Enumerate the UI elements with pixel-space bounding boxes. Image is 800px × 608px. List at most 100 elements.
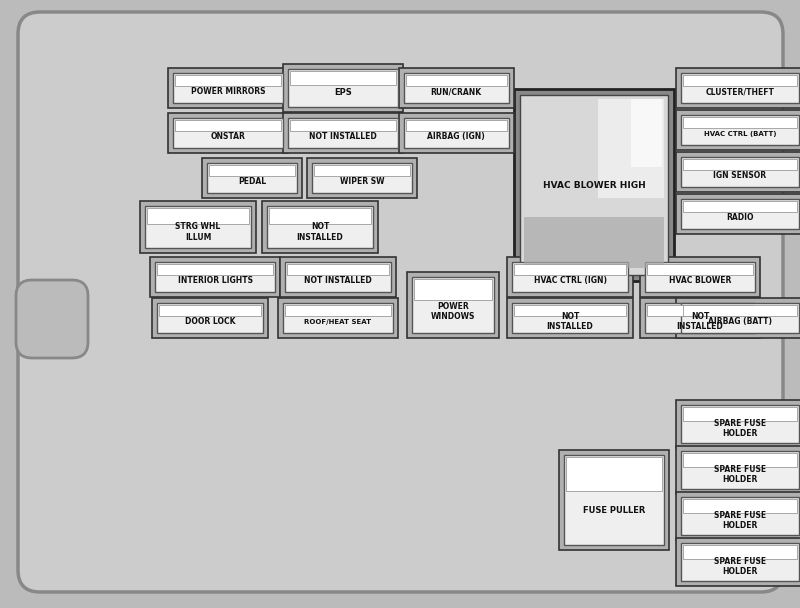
Text: INTERIOR LIGHTS: INTERIOR LIGHTS [178,276,253,285]
Bar [676,492,800,540]
Bar [645,303,755,333]
Bar [157,303,263,333]
Bar [406,75,506,86]
Bar [512,262,628,292]
Bar [676,298,800,338]
Bar [520,95,668,275]
Bar [681,497,799,535]
Text: CLUSTER/THEFT: CLUSTER/THEFT [706,87,774,96]
Text: AIRBAG (BATT): AIRBAG (BATT) [708,317,772,326]
Text: NOT
INSTALLED: NOT INSTALLED [297,223,343,242]
Bar [676,194,800,234]
Bar [290,71,396,86]
Text: WIPER SW: WIPER SW [340,177,384,186]
Bar [207,163,297,193]
Bar [403,118,509,148]
Bar [640,298,760,338]
Bar [168,113,288,153]
Bar [512,303,628,333]
Bar [267,206,373,248]
Bar [283,303,393,333]
Text: HVAC CTRL (IGN): HVAC CTRL (IGN) [534,276,606,285]
Text: HVAC CTRL (BATT): HVAC CTRL (BATT) [704,131,776,137]
Bar [175,120,281,131]
FancyBboxPatch shape [16,280,88,358]
Bar [152,298,268,338]
Bar [173,118,283,148]
Bar [155,262,275,292]
Bar [307,158,417,198]
Bar [681,199,799,229]
Bar [262,201,378,253]
Bar [647,305,753,316]
Bar [280,257,396,297]
Bar [145,206,251,248]
Bar [676,400,800,448]
Bar [514,89,674,281]
Bar [524,218,664,268]
Bar [147,208,249,224]
Text: POWER
WINDOWS: POWER WINDOWS [431,302,475,322]
Bar [681,73,799,103]
Bar [173,73,283,103]
Bar [159,305,261,316]
Text: NOT INSTALLED: NOT INSTALLED [309,132,377,141]
Bar [406,120,506,131]
Text: PEDAL: PEDAL [238,177,266,186]
Bar [514,264,626,275]
Bar [676,446,800,494]
Bar [681,157,799,187]
Bar [683,545,797,559]
Bar [681,303,799,333]
Bar [676,538,800,586]
Text: RADIO: RADIO [726,213,754,222]
Text: EPS: EPS [334,88,352,97]
Bar [647,264,753,275]
Text: IGN SENSOR: IGN SENSOR [714,171,766,180]
Text: FUSE PULLER: FUSE PULLER [583,506,645,516]
Bar [209,165,295,176]
Bar [398,68,514,108]
Text: POWER MIRRORS: POWER MIRRORS [190,87,266,96]
Bar [175,75,281,86]
Bar [288,69,398,107]
Bar [566,457,662,491]
Text: NOT INSTALLED: NOT INSTALLED [304,276,372,285]
Bar [287,264,389,275]
Text: NOT
INSTALLED: NOT INSTALLED [546,312,594,331]
Bar [681,543,799,581]
Bar [278,298,398,338]
Bar [681,451,799,489]
Bar [285,262,391,292]
Bar [157,264,273,275]
Bar [681,115,799,145]
Text: DOOR LOCK: DOOR LOCK [185,317,235,326]
Bar [507,257,633,297]
Bar [676,68,800,108]
Bar [631,99,662,167]
Text: AIRBAG (IGN): AIRBAG (IGN) [427,132,485,141]
Bar [683,407,797,421]
Bar [683,305,797,316]
Bar [150,257,280,297]
Text: SPARE FUSE
HOLDER: SPARE FUSE HOLDER [714,419,766,438]
Bar [290,120,396,131]
Bar [683,201,797,212]
Bar [140,201,256,253]
Bar [202,158,302,198]
Bar [403,73,509,103]
Bar [564,455,664,545]
Bar [683,75,797,86]
Bar [676,110,800,150]
FancyBboxPatch shape [18,12,783,592]
Bar [640,257,760,297]
Bar [407,272,499,338]
Bar [676,152,800,192]
Bar [285,305,391,316]
Bar [314,165,410,176]
Bar [559,450,669,550]
Text: HVAC BLOWER: HVAC BLOWER [669,276,731,285]
Bar [269,208,371,224]
Bar [507,298,633,338]
Bar [283,113,403,153]
